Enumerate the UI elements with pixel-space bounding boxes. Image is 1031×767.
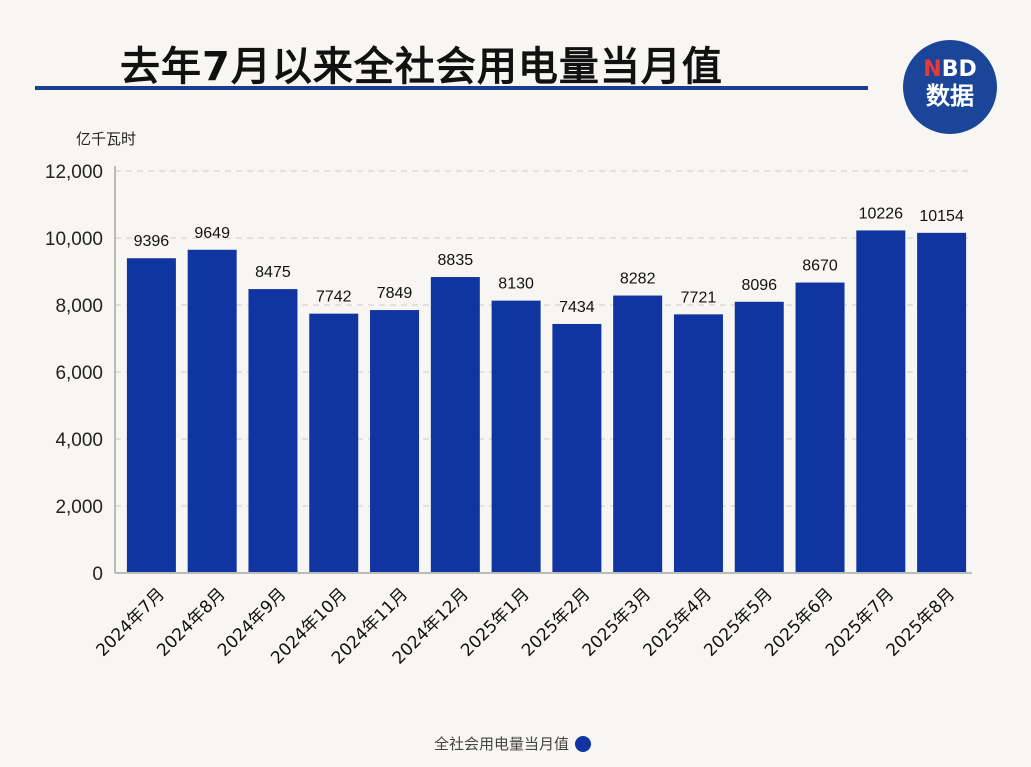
data-label: 8475 <box>255 264 291 281</box>
logo-subtext: 数据 <box>926 82 974 110</box>
bar <box>430 277 480 573</box>
y-tick-label: 2,000 <box>55 497 103 518</box>
chart-title: 去年7月以来全社会用电量当月值 <box>120 44 723 90</box>
bar <box>613 295 663 573</box>
data-label: 7434 <box>559 299 595 316</box>
y-tick-label: 6,000 <box>55 363 103 384</box>
y-tick-label: 0 <box>92 564 103 585</box>
logo-accent: N <box>923 57 942 82</box>
data-label: 9649 <box>194 225 230 242</box>
data-label: 9396 <box>134 233 170 250</box>
legend-label: 全社会用电量当月值 <box>434 735 570 753</box>
y-tick-label: 10,000 <box>45 229 103 250</box>
data-label: 7742 <box>316 289 352 306</box>
bar <box>552 323 602 573</box>
y-axis-unit: 亿千瓦时 <box>76 130 137 148</box>
bar <box>248 289 298 573</box>
y-tick-label: 4,000 <box>55 430 103 451</box>
data-label: 10226 <box>859 205 904 222</box>
nbd-logo: NBD 数据 <box>903 40 997 134</box>
bar <box>734 301 784 573</box>
bar <box>856 230 906 573</box>
bar <box>917 232 967 573</box>
data-label: 8835 <box>438 252 474 269</box>
data-label: 8670 <box>802 258 838 275</box>
bar <box>187 249 237 574</box>
logo-text: BD <box>941 57 977 82</box>
data-label: 7849 <box>377 285 413 302</box>
y-tick-label: 12,000 <box>45 162 103 183</box>
bar <box>126 258 176 573</box>
data-label: 7721 <box>681 289 717 306</box>
bar <box>370 310 420 573</box>
data-label: 8282 <box>620 271 656 288</box>
data-label: 8096 <box>741 277 777 294</box>
title-underline <box>35 86 868 90</box>
bar <box>795 282 845 573</box>
bar <box>309 313 359 573</box>
data-label: 10154 <box>919 208 964 225</box>
legend-marker <box>575 735 592 752</box>
bar <box>673 314 723 573</box>
legend: 全社会用电量当月值 <box>434 733 592 754</box>
data-label: 8130 <box>498 276 534 293</box>
y-tick-label: 8,000 <box>55 296 103 317</box>
bar <box>491 300 541 573</box>
